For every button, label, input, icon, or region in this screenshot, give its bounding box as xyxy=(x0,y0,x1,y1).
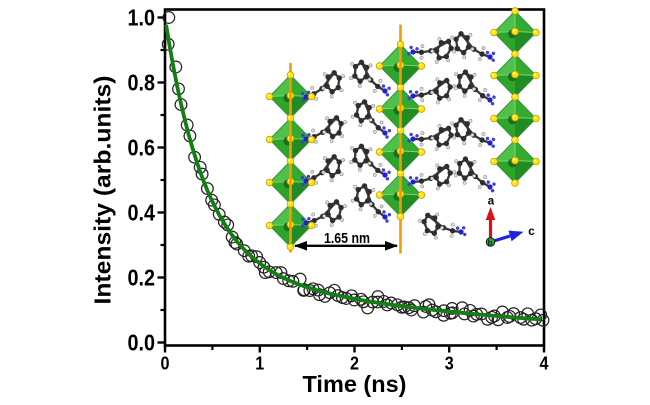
svg-text:1.0: 1.0 xyxy=(128,5,156,31)
svg-text:2: 2 xyxy=(350,353,359,374)
svg-text:Intensity (arb.units): Intensity (arb.units) xyxy=(90,76,116,305)
svg-text:Time (ns): Time (ns) xyxy=(303,371,407,397)
svg-text:1: 1 xyxy=(255,353,264,374)
svg-text:0: 0 xyxy=(161,353,170,374)
svg-text:a: a xyxy=(488,196,495,208)
svg-text:b: b xyxy=(488,239,493,248)
svg-text:0.2: 0.2 xyxy=(128,265,156,291)
svg-text:4: 4 xyxy=(540,353,550,374)
svg-text:0.4: 0.4 xyxy=(128,200,156,226)
svg-text:1.65 nm: 1.65 nm xyxy=(324,231,370,247)
svg-text:c: c xyxy=(528,226,535,238)
svg-text:3: 3 xyxy=(445,353,454,374)
svg-text:0.6: 0.6 xyxy=(128,135,156,161)
svg-text:0.0: 0.0 xyxy=(128,330,156,356)
svg-text:0.8: 0.8 xyxy=(128,70,156,96)
